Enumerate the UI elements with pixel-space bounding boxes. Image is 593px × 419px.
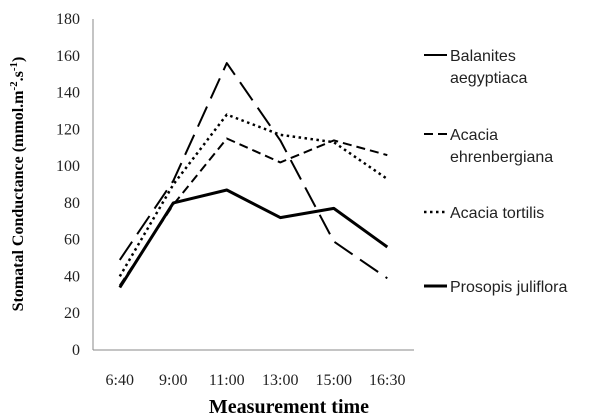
y-axis-title-sup1: -2 xyxy=(8,81,20,91)
y-tick-labels: 0 20 40 60 80 100 120 140 160 180 xyxy=(56,11,80,359)
x-tick-label: 13:00 xyxy=(262,372,298,389)
legend-label: aegyptiaca xyxy=(450,70,527,87)
series-line-2 xyxy=(118,113,389,278)
y-axis-title-main: Stomatal Conductance (mmol.m xyxy=(10,90,27,312)
y-tick-label: 180 xyxy=(56,11,80,28)
x-tick-label: 15:00 xyxy=(316,372,352,389)
legend-label: Acacia tortilis xyxy=(450,205,544,222)
series-line-0 xyxy=(118,62,388,280)
y-tick-label: 120 xyxy=(56,121,80,138)
y-tick-label: 0 xyxy=(72,342,80,359)
x-tick-label: 6:40 xyxy=(106,372,134,389)
x-tick-labels: 6:40 9:00 11:00 13:00 15:00 16:30 xyxy=(106,372,406,389)
y-tick-label: 140 xyxy=(56,85,80,102)
legend-label: ehrenbergiana xyxy=(450,149,553,166)
series-line-3 xyxy=(118,188,389,289)
y-tick-label: 60 xyxy=(64,232,80,249)
x-tick-label: 16:30 xyxy=(369,372,405,389)
x-tick-label: 11:00 xyxy=(209,372,245,389)
y-axis-title: Stomatal Conductance (mmol.m-2.s-1) xyxy=(8,57,27,312)
legend-label: Prosopis juliflora xyxy=(450,279,567,296)
legend-label: Balanites xyxy=(450,48,516,65)
y-axis-title-sup2: -1 xyxy=(8,62,20,71)
y-tick-label: 80 xyxy=(64,195,80,212)
x-axis-title: Measurement time xyxy=(209,396,369,418)
series-line-1 xyxy=(118,137,388,287)
y-axis-title-end: ) xyxy=(10,57,27,62)
y-tick-label: 20 xyxy=(64,305,80,322)
x-tick-label: 9:00 xyxy=(159,372,187,389)
legend: Balanites aegyptiaca Acacia ehrenbergiana Ac… xyxy=(424,48,567,296)
legend-label: Acacia xyxy=(450,127,498,144)
y-tick-label: 40 xyxy=(64,268,80,285)
y-axis-title-mid: .s xyxy=(10,71,27,81)
series-lines xyxy=(118,62,389,289)
y-tick-label: 100 xyxy=(56,158,80,175)
y-tick-label: 160 xyxy=(56,48,80,65)
